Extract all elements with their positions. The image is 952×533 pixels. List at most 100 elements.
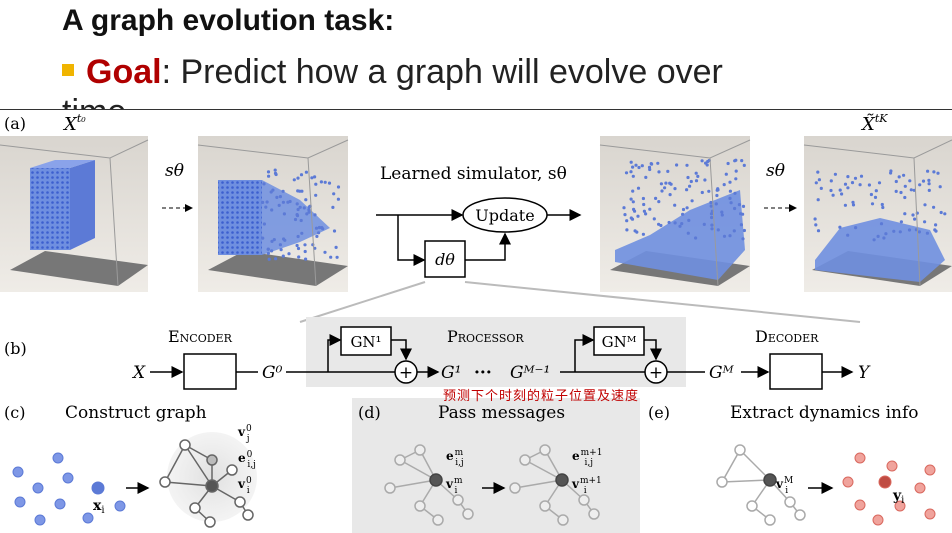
particle [287, 252, 291, 256]
particle [261, 200, 265, 204]
particle [300, 189, 304, 193]
particle [678, 224, 682, 228]
particle [932, 205, 936, 209]
particle [853, 176, 858, 180]
particle [867, 183, 872, 187]
particle [704, 161, 708, 165]
particle [681, 207, 686, 212]
particle [882, 236, 886, 240]
particle [267, 257, 271, 261]
particle [278, 243, 282, 247]
particle [880, 202, 884, 207]
sim-feedback-line [465, 232, 511, 261]
particle [629, 160, 633, 164]
bullet-square-icon [62, 64, 74, 77]
particle [902, 173, 906, 177]
panel-c-label: (c) [4, 403, 25, 422]
particle [262, 222, 266, 226]
particle [737, 203, 742, 207]
particle [714, 202, 718, 206]
particle [642, 202, 646, 207]
particle [908, 179, 912, 183]
particle [741, 204, 746, 208]
gns-figure: (a) Xt₀ X̃tK sθ Learned simulator, sθ Up… [0, 112, 952, 533]
particle [741, 237, 745, 241]
particle [332, 229, 337, 233]
particle [299, 218, 303, 223]
particle [631, 189, 635, 193]
particle [685, 188, 689, 192]
particle [668, 193, 672, 197]
particle [894, 189, 898, 193]
particle [728, 189, 733, 193]
message-graph-m1 [509, 444, 600, 526]
particle [831, 193, 835, 197]
particle [909, 188, 913, 192]
particle [923, 220, 927, 224]
particle [899, 190, 903, 195]
particle [859, 174, 864, 178]
particle [634, 163, 638, 167]
particle [323, 180, 327, 184]
particle [874, 189, 878, 193]
particle [302, 206, 306, 210]
particle [314, 193, 318, 197]
panel-e-label: (e) [648, 403, 670, 422]
particle [734, 158, 738, 162]
particle [934, 223, 938, 227]
particle [814, 223, 818, 227]
gn1-box [340, 326, 392, 356]
slide-title: A graph evolution task: [62, 4, 395, 37]
particle [293, 217, 298, 222]
particle [622, 206, 626, 210]
particle [648, 207, 652, 211]
particle [927, 188, 931, 192]
s-theta-2: sθ [766, 161, 785, 181]
particle [936, 171, 940, 175]
particle [850, 181, 855, 185]
scene-initial [0, 136, 149, 292]
particle [851, 203, 856, 207]
particle [266, 251, 270, 255]
particle [873, 195, 878, 199]
particle [296, 176, 300, 180]
particle [685, 163, 689, 167]
particle [648, 167, 652, 172]
panel-d-label: (d) [358, 403, 381, 422]
particle [629, 170, 633, 174]
particle [644, 175, 648, 179]
particle [733, 206, 737, 211]
particle [303, 243, 307, 247]
particle [813, 217, 817, 221]
gm-minus1-label: Gᴹ⁻¹ [510, 363, 550, 383]
sum-plus-m: + [649, 363, 663, 383]
update-label: Update [475, 206, 534, 225]
particle [843, 182, 848, 186]
particle [681, 212, 685, 216]
particle [673, 187, 677, 191]
particle [664, 181, 668, 185]
particle [314, 182, 318, 186]
particle [315, 234, 319, 238]
processor-label: Processor [447, 327, 524, 346]
particle [846, 186, 850, 190]
particle [270, 208, 274, 212]
particle [673, 221, 677, 225]
particle [659, 223, 663, 228]
particle [927, 178, 931, 182]
particle [295, 202, 299, 206]
particle [702, 222, 706, 226]
particle [636, 214, 640, 218]
scene-final [803, 136, 952, 292]
particle [881, 205, 885, 210]
particle [925, 231, 930, 235]
particle [898, 230, 902, 234]
particle [640, 164, 644, 168]
particle [710, 227, 714, 231]
particle [264, 205, 268, 209]
particle [270, 249, 274, 253]
bullet-overflow-text: time [62, 93, 126, 110]
particle [282, 237, 286, 241]
particle [636, 186, 641, 190]
gn1-out [391, 339, 412, 361]
